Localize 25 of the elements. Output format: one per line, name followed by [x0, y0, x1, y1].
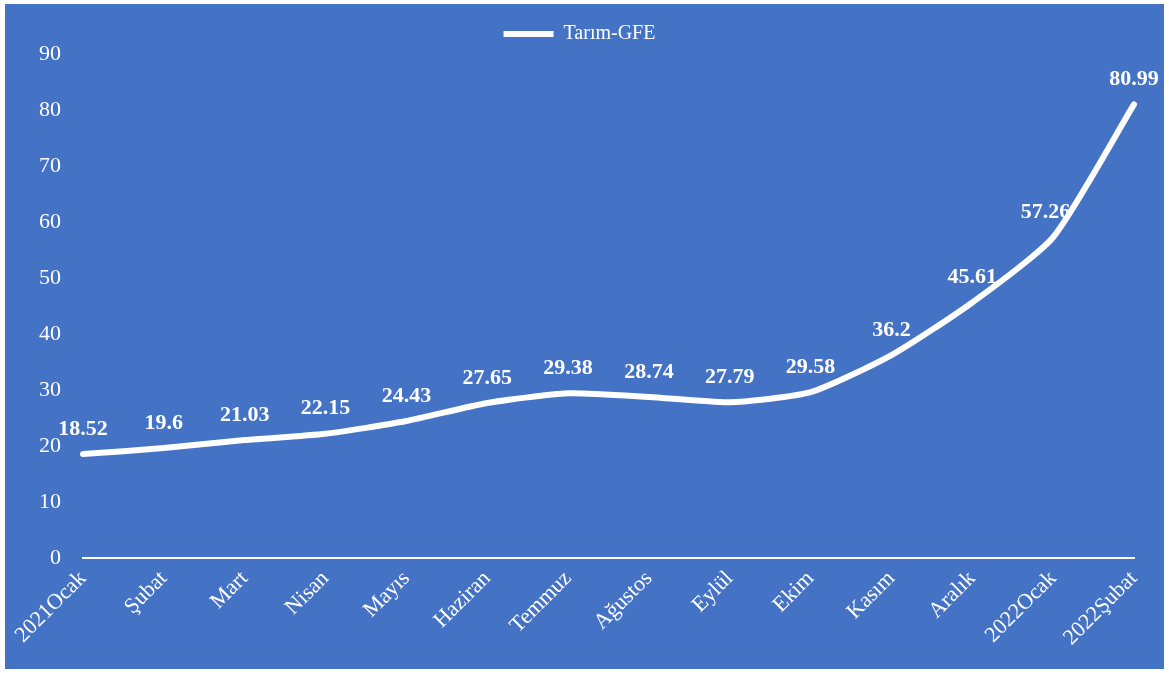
- data-label: 19.6: [144, 408, 184, 434]
- data-label: 18.52: [58, 414, 108, 440]
- data-label: 29.58: [785, 352, 836, 378]
- data-label: 45.61: [947, 263, 998, 289]
- data-label: 24.43: [381, 381, 432, 407]
- data-label: 27.65: [462, 363, 512, 389]
- data-label: 27.79: [705, 362, 755, 388]
- y-tick-label: 10: [39, 487, 61, 513]
- y-tick-label: 50: [39, 263, 61, 289]
- y-tick-label: 30: [39, 375, 61, 401]
- y-tick-label: 20: [39, 431, 61, 457]
- y-tick-label: 70: [39, 151, 61, 177]
- data-label: 36.2: [872, 315, 911, 341]
- y-tick-label: 60: [39, 207, 61, 233]
- data-label: 22.15: [300, 394, 351, 420]
- y-tick-label: 40: [39, 319, 61, 345]
- y-tick-label: 0: [50, 543, 61, 569]
- data-label: 80.99: [1109, 65, 1159, 91]
- x-tick-label: Mart: [204, 565, 253, 613]
- data-label: 29.38: [543, 354, 593, 380]
- y-tick-label: 90: [39, 39, 61, 65]
- data-label: 21.03: [219, 400, 270, 426]
- y-tick-label: 80: [39, 95, 61, 121]
- data-label: 28.74: [624, 357, 674, 383]
- legend-label: Tarım-GFE: [563, 21, 656, 44]
